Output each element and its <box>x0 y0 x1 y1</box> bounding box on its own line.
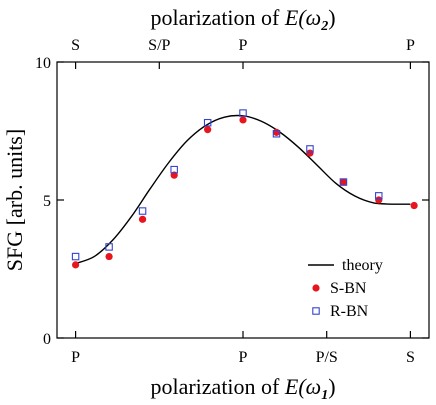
x-top-tick-label: S <box>71 37 80 54</box>
y-tick-label: 0 <box>43 331 51 348</box>
bottom-axis-title-close: ) <box>328 374 335 399</box>
r-bn-point <box>170 165 178 174</box>
s-bn-point <box>306 149 314 157</box>
s-bn-point <box>204 126 212 134</box>
s-bn-point <box>272 128 281 136</box>
top-axis-title-subscript: 2 <box>320 19 328 34</box>
s-bn-point <box>375 196 383 204</box>
s-bn-point <box>239 116 247 124</box>
r-bn-point <box>272 130 281 138</box>
series-layer <box>71 109 418 269</box>
legend-label: S-BN <box>330 280 367 297</box>
legend-label: R-BN <box>330 303 369 320</box>
s-bn-point <box>339 178 348 186</box>
s-bn-point <box>105 252 113 261</box>
legend: theory S-BN R-BN <box>308 257 383 320</box>
r-bn-point <box>71 252 80 261</box>
y-axis-ticks: 0 5 10 <box>35 55 429 348</box>
x-bottom-tick-label: P <box>71 349 80 366</box>
x-bottom-tick-label: P <box>239 349 248 366</box>
y-tick-label: 10 <box>35 55 51 72</box>
r-bn-point <box>339 178 348 186</box>
x-axis-top-ticks: S S/P P P <box>71 37 415 69</box>
s-bn-point <box>138 215 147 223</box>
r-bn-point <box>239 109 247 117</box>
top-axis-title-close: ) <box>328 5 335 30</box>
legend-label: theory <box>342 257 383 274</box>
top-axis-title-text: polarization of <box>150 5 284 30</box>
s-bn-point <box>72 261 80 269</box>
theory-curve <box>75 114 411 265</box>
x-top-tick-label: P <box>239 37 248 54</box>
bottom-axis-title-symbol: E(ω <box>284 374 321 399</box>
top-axis-title: polarization of E(ω2) <box>150 5 335 34</box>
x-axis-bottom-ticks: P P P/S S <box>71 331 415 366</box>
bottom-axis-title-subscript: 1 <box>321 388 328 403</box>
x-bottom-tick-label: P/S <box>316 349 338 366</box>
r-bn-point <box>138 207 147 215</box>
y-axis-title: SFG [arb. units] <box>2 129 27 271</box>
r-bn-point <box>105 243 113 251</box>
bottom-axis-title-text: polarization of <box>150 374 284 399</box>
r-bn-point <box>375 192 383 200</box>
top-axis-title-symbol: E(ω <box>284 5 321 30</box>
r-bn-point <box>203 118 212 127</box>
legend-r-bn-swatch <box>312 307 320 315</box>
s-bn-point <box>410 201 418 210</box>
x-top-tick-label: P <box>406 37 415 54</box>
y-tick-label: 5 <box>43 193 51 210</box>
r-bn-point <box>306 145 314 153</box>
x-bottom-tick-label: S <box>406 349 415 366</box>
legend-s-bn-swatch <box>312 284 320 292</box>
bottom-axis-title: polarization of E(ω1) <box>150 374 335 403</box>
plot-frame <box>56 61 430 339</box>
x-top-tick-label: S/P <box>148 37 170 54</box>
